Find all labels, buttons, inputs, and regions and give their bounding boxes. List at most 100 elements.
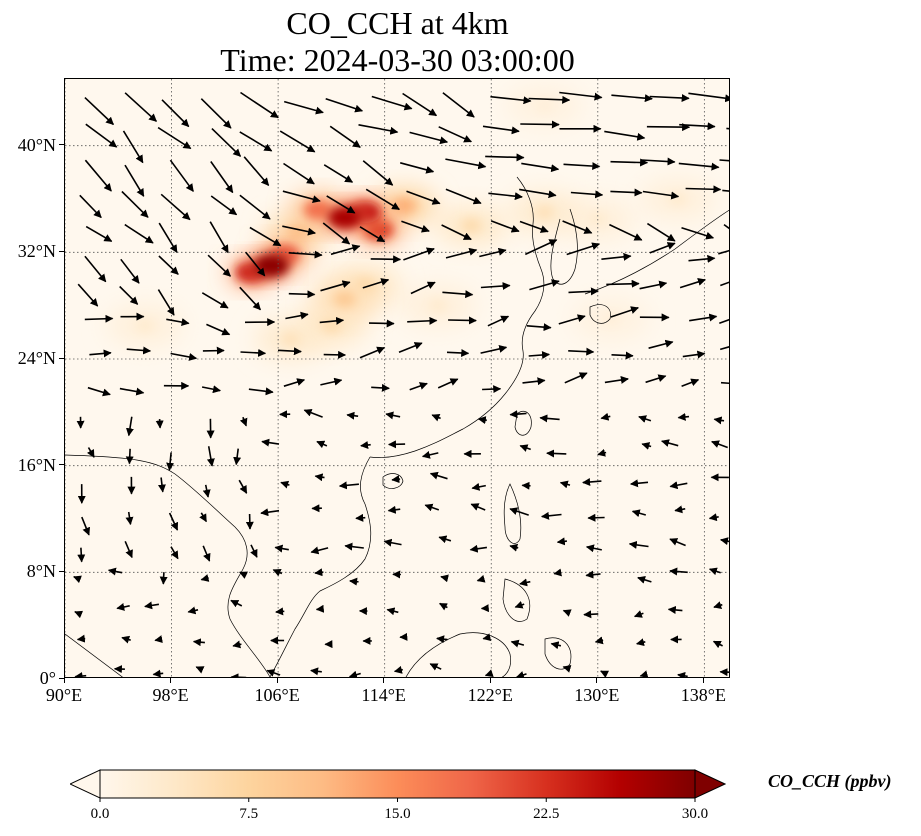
wind-vector (445, 158, 487, 170)
wind-vector (568, 287, 599, 296)
wind-vector (606, 279, 640, 288)
wind-vector (187, 606, 199, 615)
wind-vector (320, 280, 351, 292)
wind-vector (641, 157, 676, 166)
coastline-mindanao (544, 637, 572, 670)
colorbar-tick-label: 15.0 (384, 806, 411, 822)
wind-vector (195, 666, 205, 674)
wind-vector (320, 377, 343, 386)
wind-vector (77, 547, 86, 563)
plume-core-9 (461, 218, 482, 233)
wind-vector (158, 255, 179, 275)
wind-vector (85, 123, 118, 148)
plume-core-14 (304, 200, 333, 220)
wind-vector (446, 348, 470, 357)
wind-vector (274, 544, 289, 553)
wind-vector (570, 190, 604, 199)
plume-core-13 (392, 197, 417, 215)
y-tick-label: 32°N (17, 241, 56, 262)
wind-vector (201, 292, 229, 309)
x-tick-label: 122°E (467, 685, 513, 705)
wind-vector (355, 513, 366, 522)
wind-vector (641, 442, 652, 450)
wind-vector (401, 220, 430, 233)
plume-core-3 (668, 192, 687, 206)
x-tick-mark (63, 678, 65, 683)
wind-vector (718, 249, 729, 255)
wind-vector (583, 610, 599, 619)
wind-vector (679, 122, 716, 131)
x-tick-label: 138°E (680, 685, 726, 705)
wind-vector (582, 478, 602, 487)
wind-vector (243, 156, 270, 187)
wind-vector (438, 535, 452, 544)
wind-vector (326, 195, 356, 214)
plume-core-19 (327, 206, 362, 230)
wind-vector (637, 576, 652, 584)
wind-vector (322, 222, 351, 245)
wind-vector (161, 99, 190, 128)
wind-vector (84, 314, 114, 323)
plume-core-5 (428, 299, 447, 313)
wind-vector (646, 123, 691, 132)
wind-vector (360, 441, 371, 449)
wind-vector (685, 185, 722, 194)
wind-vector (249, 226, 282, 247)
wind-vector (319, 316, 345, 325)
wind-vector (688, 254, 716, 263)
coastline-philippines-luzon (503, 483, 522, 544)
wind-vector (282, 225, 316, 236)
wind-vector (585, 570, 601, 579)
x-tick-mark (383, 678, 385, 683)
wind-vector (279, 130, 316, 153)
wind-vector (81, 516, 91, 536)
y-tick-label: 8°N (26, 561, 56, 582)
wind-vector (348, 670, 361, 677)
wind-vector (275, 607, 285, 616)
wind-vector (282, 190, 321, 204)
plume-core-11 (333, 291, 356, 307)
wind-vector (559, 91, 603, 101)
wind-vector (611, 94, 653, 103)
wind-vector (393, 665, 403, 674)
wind-vector (362, 160, 394, 186)
wind-vector (79, 194, 102, 219)
wind-vector (119, 387, 145, 396)
wind-vector (125, 511, 134, 526)
wind-vector (564, 372, 588, 384)
wind-vector (482, 385, 502, 394)
wind-vector (144, 601, 160, 610)
wind-vector (310, 667, 322, 676)
wind-vector (199, 512, 207, 523)
gridlines (65, 79, 729, 677)
wind-vector (711, 440, 728, 449)
wind-vector (272, 569, 283, 577)
wind-vector (645, 374, 667, 384)
wind-vector (587, 513, 605, 522)
wind-vector (239, 194, 271, 220)
wind-vector (230, 599, 243, 608)
colorbar (70, 769, 726, 802)
x-tick-mark (702, 678, 704, 683)
wind-vector (403, 247, 435, 261)
wind-vector (669, 567, 688, 576)
wind-vector (283, 162, 315, 185)
wind-vector (484, 669, 494, 677)
wind-vector (260, 508, 280, 517)
wind-vector (521, 481, 531, 490)
wind-vector (402, 92, 438, 117)
wind-vector (726, 127, 729, 130)
wind-vector (610, 306, 639, 318)
wind-vector (604, 130, 646, 141)
wind-vector (283, 100, 324, 115)
y-tick-mark (59, 250, 64, 252)
wind-vector (646, 222, 676, 242)
wind-vector (719, 159, 729, 162)
wind-vector (152, 669, 164, 677)
wind-vector (719, 318, 729, 325)
wind-vector (303, 408, 323, 418)
wind-vector (490, 95, 532, 105)
wind-vector (553, 568, 562, 577)
wind-vector (314, 568, 324, 577)
wind-vector (528, 95, 571, 104)
